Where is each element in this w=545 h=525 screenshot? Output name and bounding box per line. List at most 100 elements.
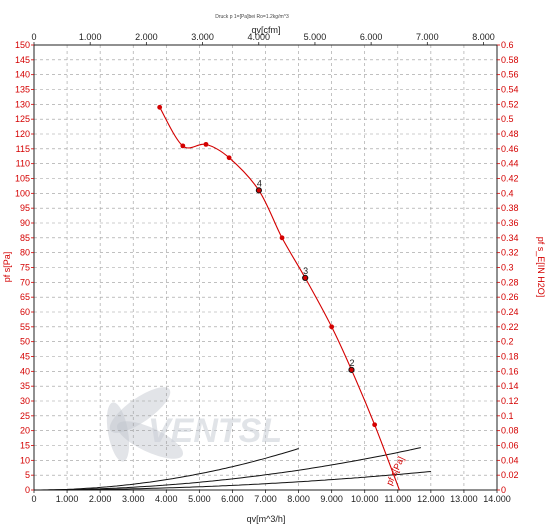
x-axis-top-label: qv[cfm] [251,25,280,35]
system-curve-3 [34,447,422,491]
y-right-tick-label: 0.04 [501,455,519,465]
y-right-tick-label: 0.6 [501,40,514,50]
y-right-tick-label: 0.42 [501,174,519,184]
y-left-tick-label: 40 [20,366,30,376]
y-right-tick-label: 0.22 [501,322,519,332]
x-top-tick-label: 6.000 [360,32,383,42]
x-bottom-tick-label: 12.000 [417,494,445,504]
y-left-tick-label: 120 [15,129,30,139]
y-left-tick-label: 135 [15,85,30,95]
x-top-tick-label: 1.000 [79,32,102,42]
svg-text:VENTSL: VENTSL [148,412,282,450]
chart-title: Druck p 1=[Pa]bei Ro=1.2kg/m^3 [215,14,289,20]
operating-point-label: 2 [349,358,354,368]
operating-point-marker [302,274,309,281]
y-left-tick-label: 110 [16,159,30,169]
y-right-tick-label: 0.2 [501,337,514,347]
x-bottom-tick-label: 4.000 [155,494,178,504]
y-left-tick-label: 100 [15,188,30,198]
fan-curve-point [349,367,354,373]
y-right-tick-label: 0.58 [501,55,519,65]
y-right-tick-label: 0.56 [501,70,519,80]
y-left-tick-label: 95 [20,203,30,213]
y-left-tick-label: 30 [20,396,30,406]
y-right-tick-label: 0.24 [501,307,519,317]
right-axis-ticks: 0 0.02 0.04 0.06 0.08 0.1 0.12 0.14 0.16 0.18 0.2 0… [497,40,519,495]
y-right-tick-label: 0.52 [501,99,519,109]
y-right-tick-label: 0.34 [501,233,519,243]
operating-point-marker [255,187,262,194]
y-right-tick-label: 0.12 [501,396,519,406]
x-bottom-tick-label: 9.000 [320,494,343,504]
fan-curve-point [157,104,163,110]
system-curve-2 [34,471,431,491]
y-right-tick-label: 0.3 [501,263,514,273]
fan-curve-point [203,141,209,147]
y-left-tick-label: 145 [15,55,30,65]
y-right-tick-label: 0.14 [501,381,519,391]
x-axis-bottom-label: qv[m^3/h] [247,514,286,524]
y-right-tick-label: 0.46 [501,144,519,154]
operating-point-marker [348,366,355,373]
fan-curve-point [180,143,186,149]
x-bottom-tick-label: 0 [31,494,36,504]
y-left-tick-label: 10 [20,455,30,465]
y-left-tick-label: 0 [25,485,30,495]
y-left-tick-label: 105 [15,174,30,184]
system-curve-4 [34,448,299,491]
y-right-tick-label: 0.54 [501,85,519,95]
y-left-tick-label: 60 [20,307,30,317]
x-bottom-tick-label: 10.000 [351,494,379,504]
y-right-tick-label: 0.06 [501,441,519,451]
x-bottom-tick-label: 2.000 [89,494,112,504]
y-left-tick-label: 125 [15,114,30,124]
fan-curve-point [256,187,262,193]
x-bottom-tick-label: 14.000 [483,494,511,504]
x-bottom-tick-label: 8.000 [287,494,310,504]
x-top-tick-label: 0 [31,32,36,42]
y-left-tick-label: 65 [20,292,30,302]
y-left-tick-label: 20 [20,426,30,436]
x-bottom-tick-label: 6.000 [221,494,244,504]
y-left-tick-label: 140 [15,70,30,80]
y-right-tick-label: 0.4 [501,188,514,198]
y-left-tick-label: 50 [20,337,30,347]
operating-points: 4 3 2 [255,178,355,373]
fan-curve-point [329,324,335,330]
y-right-tick-label: 0.38 [501,203,519,213]
y-left-tick-label: 75 [20,263,30,273]
fan-curve [157,104,400,491]
x-bottom-tick-label: 3.000 [122,494,145,504]
x-bottom-tick-label: 7.000 [254,494,277,504]
y-left-tick-label: 130 [15,99,30,109]
y-right-tick-label: 0.16 [501,366,519,376]
y-right-tick-label: 0.1 [501,411,514,421]
x-top-tick-label: 8.000 [472,32,495,42]
top-axis-ticks: 0 1.000 2.000 3.000 4.000 5.000 6.000 7.000 8.00… [31,32,495,45]
fan-curve-end-label: pf s[Pa] [384,455,406,487]
fan-curve-point [279,235,285,241]
y-right-tick-label: 0.26 [501,292,519,302]
x-top-tick-label: 7.000 [416,32,439,42]
left-axis-ticks: 0 5 10 15 20 25 30 35 40 45 50 55 60 65 70 75 80 85 90 95 10… [15,40,34,495]
y-right-tick-label: 0.48 [501,129,519,139]
grid [34,45,497,490]
y-left-tick-label: 150 [15,40,30,50]
y-right-tick-label: 0.28 [501,277,519,287]
y-left-tick-label: 45 [20,352,30,362]
y-left-tick-label: 35 [20,381,30,391]
fan-curve-point [302,275,308,281]
watermark-text: VENTSL [148,412,282,450]
operating-point-label: 4 [257,178,262,188]
x-bottom-tick-label: 1.000 [56,494,79,504]
y-left-tick-label: 15 [20,441,30,451]
y-left-tick-label: 80 [20,248,30,258]
x-top-tick-label: 4.000 [247,32,270,42]
y-right-tick-label: 0.08 [501,426,519,436]
y-left-tick-label: 5 [25,470,30,480]
y-right-tick-label: 0.36 [501,218,519,228]
x-bottom-tick-label: 11.000 [384,494,411,504]
operating-point-label: 3 [303,266,308,276]
bottom-axis-ticks: 0 1.000 2.000 3.000 4.000 5.000 6.000 7.000 8.00… [31,490,511,504]
